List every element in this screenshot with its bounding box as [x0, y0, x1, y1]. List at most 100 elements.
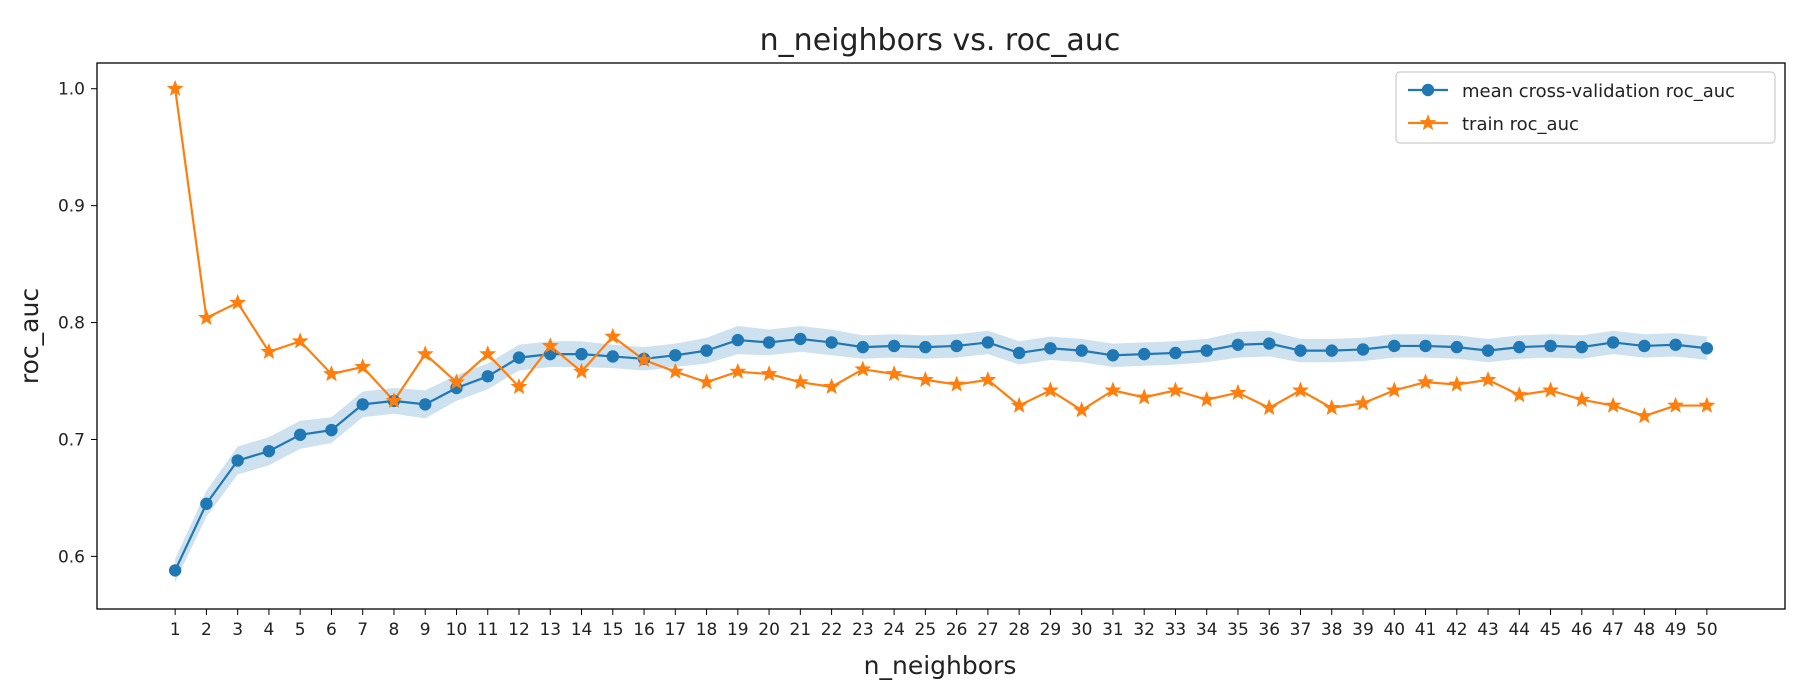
x-tick-label-37: 37 [1290, 620, 1312, 640]
series-1-point-44 [1510, 386, 1528, 403]
series-1-point-36 [1260, 399, 1278, 416]
series-0-point-41 [1419, 339, 1432, 353]
x-tick-label-35: 35 [1227, 620, 1249, 640]
x-tick-label-28: 28 [1008, 620, 1030, 640]
series-1-point-38 [1323, 399, 1341, 416]
x-tick-label-30: 30 [1071, 620, 1093, 640]
x-tick-label-44: 44 [1508, 620, 1530, 640]
series-1-point-28 [1010, 396, 1028, 413]
x-tick-label-1: 1 [170, 620, 181, 640]
x-tick-label-16: 16 [633, 620, 655, 640]
series-1-point-25 [916, 370, 934, 388]
x-tick-label-4: 4 [264, 620, 275, 640]
x-tick-label-17: 17 [664, 620, 686, 640]
x-tick-label-11: 11 [477, 620, 499, 640]
x-tick-label-47: 47 [1602, 620, 1624, 640]
series-1-point-50 [1698, 396, 1716, 413]
y-tick-label-0: 0.6 [58, 547, 85, 567]
series-1-point-5 [291, 332, 309, 349]
series-0-point-18 [700, 344, 713, 357]
x-tick-label-19: 19 [727, 620, 749, 640]
x-tick-label-46: 46 [1571, 620, 1593, 640]
x-tick-label-22: 22 [821, 620, 843, 640]
series-0-point-34 [1200, 344, 1213, 357]
series-0-point-28 [1012, 346, 1026, 360]
x-tick-label-7: 7 [357, 620, 368, 640]
x-tick-label-48: 48 [1634, 620, 1656, 640]
series-0-point-46 [1575, 340, 1589, 354]
series-1-point-11 [479, 345, 497, 362]
legend-marker-train [1419, 114, 1437, 131]
series-1-point-8 [385, 392, 403, 409]
x-tick-label-40: 40 [1383, 620, 1405, 640]
series-0-point-9 [419, 398, 432, 411]
x-tick-label-29: 29 [1040, 620, 1062, 640]
series-1-point-19 [729, 362, 747, 379]
x-tick-label-41: 41 [1415, 620, 1437, 640]
series-0-point-4 [262, 444, 276, 458]
x-tick-label-31: 31 [1102, 620, 1124, 640]
series-1-point-35 [1229, 383, 1247, 400]
x-tick-label-45: 45 [1540, 620, 1562, 640]
legend-box [1395, 71, 1776, 144]
x-tick-label-12: 12 [508, 620, 530, 640]
series-0-point-3 [231, 454, 244, 467]
series-1-point-18 [698, 373, 715, 390]
series-1-point-9 [416, 345, 434, 362]
series-1-point-37 [1292, 381, 1309, 398]
series-1-point-15 [604, 327, 622, 344]
series-0-point-25 [919, 340, 932, 354]
series-0-point-5 [293, 428, 307, 441]
y-tick-label-4: 1.0 [58, 80, 85, 100]
x-tick-label-20: 20 [758, 620, 780, 640]
series-1-point-29 [1041, 381, 1059, 398]
x-tick-label-24: 24 [883, 620, 905, 640]
plot-frame [96, 62, 1786, 610]
x-tick-label-13: 13 [539, 620, 561, 640]
marker-layer [166, 79, 1716, 577]
series-0-point-47 [1606, 336, 1620, 349]
series-0-point-44 [1513, 340, 1526, 354]
x-tick-label-3: 3 [232, 620, 243, 640]
series-0-point-19 [731, 333, 745, 347]
series-0-point-26 [950, 339, 963, 353]
series-0-point-11 [481, 370, 494, 383]
x-tick-label-36: 36 [1258, 620, 1280, 640]
series-0-point-15 [606, 350, 619, 363]
x-tick-label-5: 5 [295, 620, 306, 640]
series-0-point-29 [1044, 342, 1057, 355]
x-tick-label-34: 34 [1196, 620, 1218, 640]
series-0-point-36 [1263, 337, 1276, 350]
legend-marker-shape-0 [1421, 83, 1435, 97]
x-tick-label-23: 23 [852, 620, 874, 640]
legend: mean cross-validation roc_auc train roc_… [1395, 71, 1776, 144]
chart-title: n_neighbors vs. roc_auc [760, 23, 1121, 58]
series-0-point-35 [1231, 338, 1245, 351]
series-1-point-31 [1104, 381, 1122, 398]
legend-marker-shape-1 [1419, 114, 1437, 131]
series-1-point-6 [323, 365, 340, 382]
series-1-point-16 [635, 351, 653, 368]
x-tick-label-14: 14 [571, 620, 593, 640]
x-tick-label-50: 50 [1696, 620, 1718, 640]
y-tick-label-2: 0.8 [58, 314, 85, 334]
x-tick-label-18: 18 [696, 620, 718, 640]
series-1-point-2 [197, 309, 215, 326]
x-tick-label-10: 10 [446, 620, 468, 640]
x-tick-label-32: 32 [1133, 620, 1155, 640]
series-1-point-14 [573, 362, 590, 379]
x-tick-label-27: 27 [977, 620, 999, 640]
series-1-point-40 [1385, 381, 1403, 398]
series-0-point-38 [1325, 344, 1338, 357]
series-0-point-24 [887, 339, 901, 353]
series-0-point-7 [356, 398, 369, 411]
series-0-point-1 [168, 564, 182, 577]
series-0-point-2 [200, 497, 213, 510]
x-tick-label-9: 9 [420, 620, 431, 640]
series-1-point-47 [1604, 396, 1622, 413]
series-1-point-20 [760, 365, 778, 382]
y-axis-title: roc_auc [15, 288, 44, 384]
legend-label-cv: mean cross-validation roc_auc [1462, 81, 1735, 102]
series-1-point-27 [979, 370, 997, 388]
y-axis: 0.6 0.7 0.8 0.9 1.0 [58, 80, 97, 567]
